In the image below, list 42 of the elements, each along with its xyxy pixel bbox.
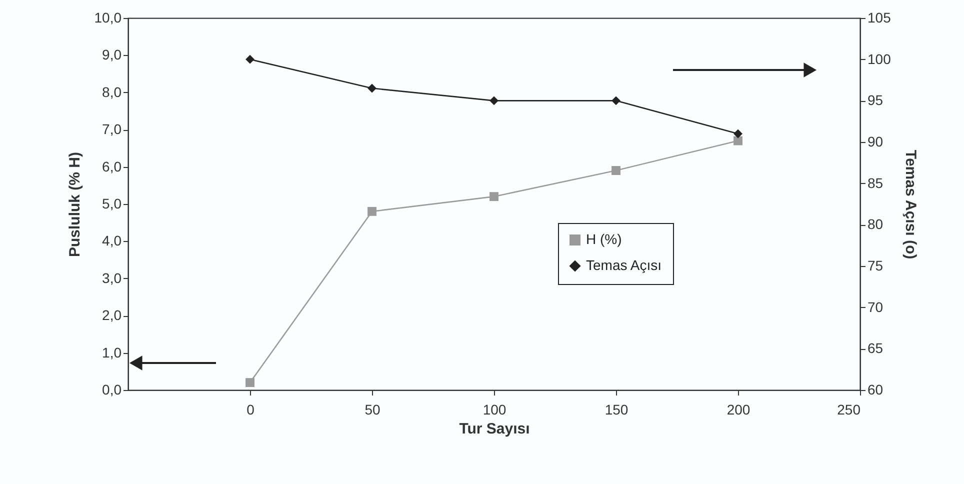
point [734, 129, 742, 138]
y2-tick-label: 85 [868, 174, 884, 191]
x-tick-label: 100 [482, 402, 506, 418]
y2-tick-label: 75 [868, 258, 884, 274]
point [246, 378, 254, 388]
y-axis-title: Pusluluk (% H) [66, 152, 84, 258]
x-tick-label: 150 [604, 402, 628, 418]
y-tick-label: 7,0 [102, 121, 122, 138]
y-tick-label: 9,0 [102, 46, 122, 63]
y2-axis-title: Temas Açısı (o) [902, 150, 919, 260]
x-tick-label: 250 [837, 402, 861, 418]
y-tick-label: 5,0 [102, 196, 122, 212]
point [734, 136, 742, 146]
y2-tick-label: 70 [868, 298, 884, 315]
legend-label: Temas Açısı [586, 257, 662, 273]
legend-label: H (%) [586, 231, 622, 247]
y2-tick-label: 90 [868, 134, 884, 150]
x-axis-title: Tur Sayısı [459, 420, 530, 438]
y-tick-label: 6,0 [102, 158, 122, 174]
y-tick-label: 10,0 [94, 10, 122, 26]
y2-tick-label: 80 [868, 216, 884, 232]
point [490, 192, 498, 202]
x-tick-label: 200 [726, 402, 750, 418]
point [612, 96, 620, 106]
y-tick-label: 2,0 [102, 307, 122, 324]
y-tick-label: 3,0 [102, 270, 122, 286]
y2-tick-label: 65 [868, 340, 884, 356]
point [246, 54, 254, 64]
point [368, 206, 376, 216]
x-tick-label: 50 [364, 402, 380, 418]
y2-tick-label: 95 [868, 92, 884, 108]
y2-tick-label: 105 [868, 10, 892, 26]
y-tick-label: 1,0 [102, 344, 122, 360]
y-tick-label: 4,0 [102, 232, 122, 249]
point [612, 166, 620, 175]
y-tick-label: 0,0 [102, 382, 122, 398]
point [490, 96, 498, 106]
point [368, 84, 376, 93]
x-tick-label: 0 [246, 402, 255, 418]
y-tick-label: 8,0 [102, 84, 122, 100]
y2-tick-label: 100 [868, 50, 892, 67]
y2-tick-label: 60 [868, 382, 884, 398]
